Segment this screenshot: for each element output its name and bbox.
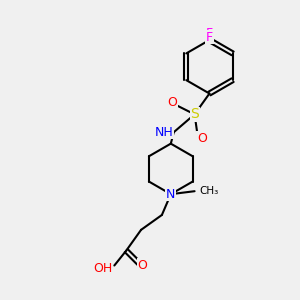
Text: NH: NH <box>155 126 174 139</box>
Text: O: O <box>138 259 148 272</box>
Text: F: F <box>206 31 213 44</box>
Text: S: S <box>190 107 199 121</box>
Text: N: N <box>166 188 176 201</box>
Text: O: O <box>197 132 207 145</box>
Text: CH₃: CH₃ <box>199 186 218 196</box>
Text: F: F <box>206 27 213 40</box>
Text: OH: OH <box>94 262 113 275</box>
Text: O: O <box>167 96 177 109</box>
